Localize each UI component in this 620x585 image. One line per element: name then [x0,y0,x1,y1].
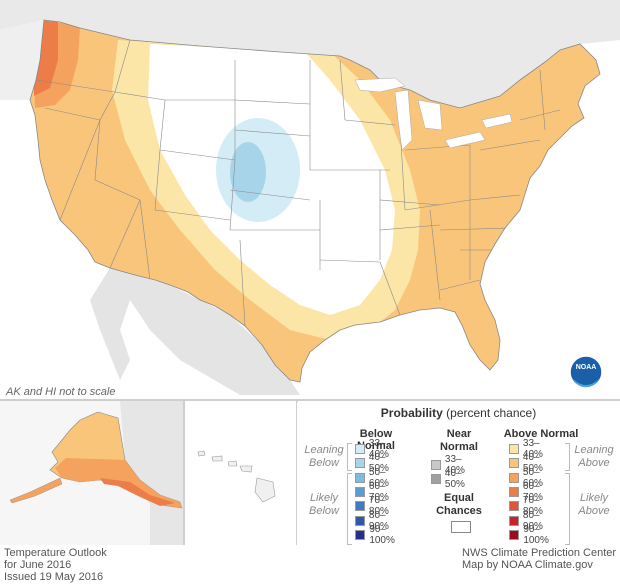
legend-title: Probability (percent chance) [380,406,537,420]
alaska-inset [0,401,183,545]
legend-row: 80–90% [355,510,393,532]
below-normal-header: Below Normal [357,428,395,452]
legend-swatch [509,458,519,469]
footer-right: NWS Climate Prediction Center Map by NOA… [462,547,620,571]
legend-range-label: 50–60% [522,466,543,489]
legend-row: 70–80% [355,495,393,517]
legend-row: 80–90% [509,510,547,532]
legend-range-label: 33–40% [444,454,465,476]
legend-row: 90–100% [355,524,399,546]
footer-left: Temperature Outlook for June 2016 Issued… [4,547,204,583]
legend-range-label: 90–100% [523,523,549,546]
legend-range-label: 33–40% [368,438,389,460]
credit-source: NWS Climate Prediction Center [462,547,617,559]
legend-row: 40–50% [355,452,393,474]
legend-swatch [355,529,366,540]
leaning-below-label: Leaning Below [304,444,344,469]
leaning-above-label: Leaning Above [574,444,614,469]
legend-range-label: 90–100% [369,523,395,546]
us-outline [29,19,601,383]
legend-row: 40–50% [431,468,469,490]
legend-swatch [355,472,365,483]
leaning-below-bracket [347,443,352,471]
equal-chances-label: Equal Chances [436,492,482,517]
legend-swatch [509,486,519,497]
legend-row: 70–80% [509,495,547,517]
probability-legend: Probability (percent chance) Below Norma… [297,402,620,546]
legend-range-label: 80–90% [522,509,543,532]
legend-swatch [509,529,520,540]
equal-chances-swatch [451,521,471,533]
legend-range-label: 80–90% [368,509,389,532]
above-normal-header: Above Normal [503,428,579,440]
legend-row: 33–40% [355,438,393,460]
credit-map: Map by NOAA Climate.gov [462,559,593,571]
likely-below-bracket [347,473,352,545]
leaning-above-bracket [565,443,570,471]
legend-row: 50–60% [509,467,547,489]
likely-above-label: Likely Above [578,492,610,517]
legend-row: 90–100% [509,524,553,546]
legend-swatch [355,444,365,454]
noaa-logo [569,355,603,389]
legend-swatch [355,501,365,512]
legend-row: 40–50% [509,452,547,474]
legend-row: 60–70% [509,481,547,503]
legend-range-label: 50–60% [368,466,389,489]
legend-swatch [355,458,365,469]
legend-row: 33–40% [431,454,469,476]
legend-range-label: 40–50% [444,468,465,491]
issue-date: Issued 19 May 2016 [4,571,104,583]
hawaii-inset [185,401,296,545]
near-normal-header: Near Normal [440,428,478,453]
legend-range-label: 40–50% [522,452,543,475]
legend-swatch [355,515,365,526]
state-borders [35,39,561,327]
legend-range-label: 70–80% [368,495,389,518]
likely-above-bracket [565,473,570,545]
legend-range-label: 60–70% [522,480,543,503]
likely-below-label: Likely Below [309,492,339,517]
outlook-title: Temperature Outlook [4,547,107,559]
legend-swatch [431,474,441,485]
legend-swatch [509,444,519,454]
legend-row: 60–70% [355,481,393,503]
legend-row: 50–60% [355,467,393,489]
legend-swatch [355,486,365,497]
legend-range-label: 33–40% [522,438,543,460]
great-lakes [354,77,513,151]
legend-swatch [509,515,519,526]
legend-range-label: 60–70% [368,480,389,503]
legend-swatch [509,472,519,483]
legend-row: 33–40% [509,438,547,460]
legend-swatch [509,501,519,512]
outlook-period: for June 2016 [4,559,72,571]
legend-swatch [431,460,441,470]
noaa-logo-text: NOAA [576,364,597,371]
legend-range-label: 70–80% [522,495,543,518]
legend-range-label: 40–50% [368,452,389,475]
scale-note: AK and HI not to scale [6,386,116,398]
